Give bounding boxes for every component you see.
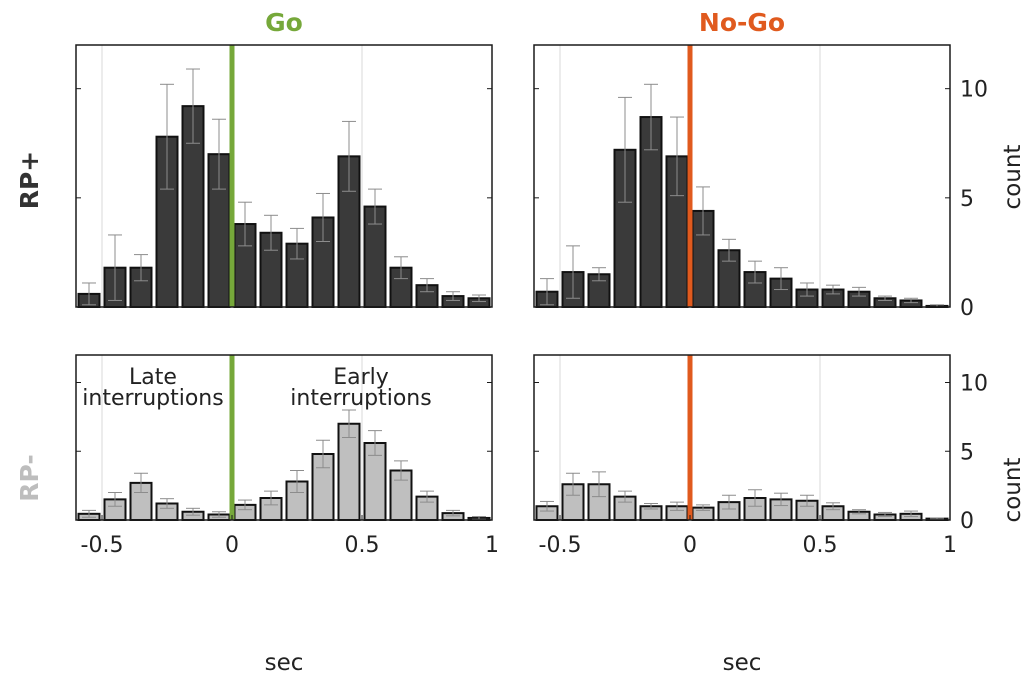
panel-3: 0 5 10 -0.5 0 0.5 1 (533, 354, 988, 558)
x-tick-label: 0.5 (345, 533, 380, 558)
annotation-late-line1: Late (129, 365, 177, 390)
annotation-early-line1: Early (333, 365, 389, 390)
column-title-go: Go (265, 8, 303, 37)
y-axis-label-top: count (1000, 145, 1026, 210)
x-tick-label: 1 (943, 533, 957, 558)
y-tick-label: 5 (960, 187, 974, 212)
axes-frame (533, 354, 951, 521)
x-tick-label: 0.5 (803, 533, 838, 558)
bar (337, 422, 361, 521)
axes-frame (75, 354, 493, 521)
axes-frame (75, 44, 493, 308)
y-tick-label: 0 (960, 296, 974, 321)
panel-0 (75, 44, 493, 309)
panel-2: -0.5 0 0.5 1 (75, 354, 499, 558)
x-tick-label: 0 (683, 533, 697, 558)
panel-1: 0 5 10 (533, 44, 988, 321)
row-title-rp-minus: RP- (15, 454, 44, 502)
axes-frame (533, 44, 951, 308)
annotation-late-line2: interruptions (82, 386, 223, 411)
y-tick-label: 0 (960, 509, 974, 534)
x-tick-label: -0.5 (539, 533, 582, 558)
x-tick-label: 1 (485, 533, 499, 558)
y-tick-label: 10 (960, 78, 988, 103)
y-tick-label: 5 (960, 440, 974, 465)
x-tick-label: 0 (225, 533, 239, 558)
x-axis-label-left: sec (265, 650, 304, 676)
column-title-nogo: No-Go (699, 8, 785, 37)
row-title-rp-plus: RP+ (15, 151, 44, 210)
annotation-early-line2: interruptions (290, 386, 431, 411)
y-tick-label: 10 (960, 372, 988, 397)
x-axis-label-right: sec (723, 650, 762, 676)
y-axis-label-bottom: count (1000, 458, 1026, 523)
x-tick-label: -0.5 (81, 533, 124, 558)
